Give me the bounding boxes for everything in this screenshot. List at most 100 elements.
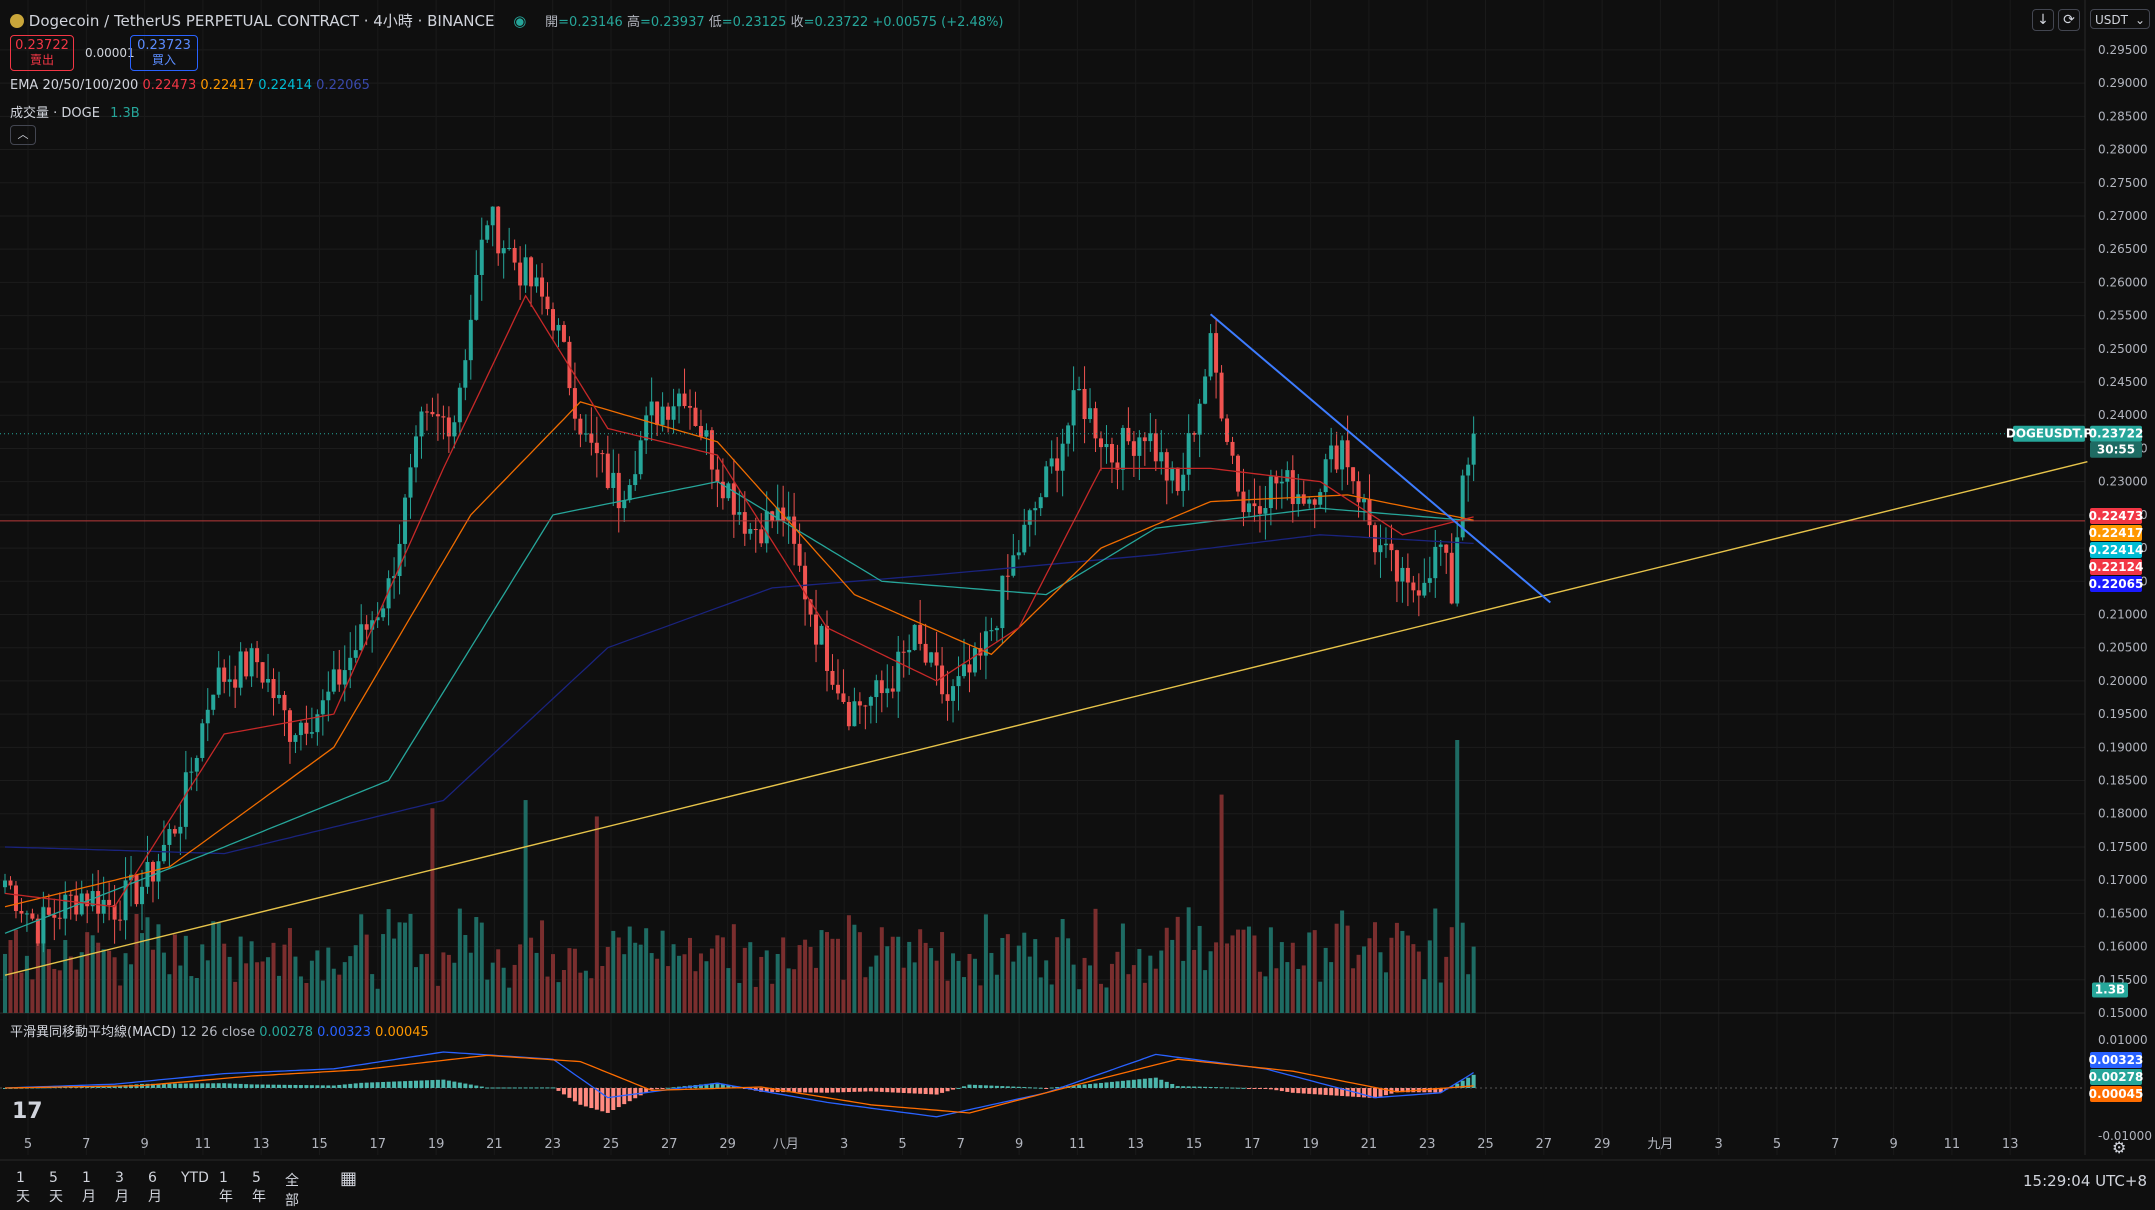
volume-bar	[266, 957, 271, 1013]
volume-bar	[638, 944, 643, 1013]
candle-body	[578, 418, 583, 435]
tag-text: 0.23722	[2089, 427, 2144, 441]
candle-body	[68, 894, 73, 896]
candle	[172, 825, 177, 837]
candle	[1060, 428, 1065, 497]
volume-bar	[172, 934, 177, 1013]
macd-histogram-bar	[852, 1088, 857, 1092]
settings-gear-icon[interactable]: ⚙	[2112, 1138, 2127, 1157]
macd-histogram-bar	[1016, 1086, 1021, 1088]
candle-body	[1022, 524, 1027, 553]
candle-body	[161, 844, 166, 862]
ascending-trendline	[4, 461, 2088, 976]
range-button-3[interactable]: 3月	[115, 1170, 129, 1205]
candle-body	[698, 425, 703, 437]
volume-bar	[474, 917, 479, 1013]
volume-bar	[1192, 949, 1197, 1013]
refresh-button[interactable]: ⟳	[2058, 9, 2080, 31]
candle	[940, 647, 945, 704]
macd-histogram-bar	[1362, 1088, 1367, 1098]
candle-body	[298, 722, 303, 736]
candle	[1340, 435, 1345, 491]
candle	[63, 881, 68, 936]
volume-bar	[1131, 965, 1136, 1013]
macd-histogram-bar	[156, 1083, 161, 1088]
macd-histogram-bar	[85, 1086, 90, 1088]
macd-tick-label: -0.01000	[2098, 1129, 2152, 1143]
tag-bg	[2090, 1052, 2142, 1068]
currency-select[interactable]: USDT ⌄	[2090, 9, 2150, 29]
candle	[1373, 522, 1377, 565]
candle	[441, 405, 446, 440]
macd-histogram-bar	[529, 1087, 534, 1089]
candle-body	[534, 277, 539, 287]
tradingview-logo-icon[interactable]: 17	[12, 1099, 43, 1124]
range-button-4[interactable]: 6月	[148, 1170, 162, 1205]
macd-histogram-bar	[600, 1088, 605, 1112]
volume-bar	[501, 967, 506, 1013]
volume-legend[interactable]: 成交量 · DOGE 1.3B	[10, 102, 140, 121]
candle	[600, 450, 605, 473]
candle-body	[1142, 437, 1147, 442]
download-button[interactable]: ↓	[2032, 9, 2054, 31]
volume-bar	[485, 979, 490, 1013]
ema-legend[interactable]: EMA 20/50/100/200 0.22473 0.22417 0.2241…	[10, 78, 370, 93]
candle	[1444, 544, 1449, 574]
volume-bar	[134, 913, 139, 1013]
candle	[1027, 508, 1032, 547]
volume-bar	[101, 949, 106, 1013]
candle-body	[1077, 388, 1082, 391]
macd-histogram-bar	[101, 1086, 106, 1088]
candle-body	[397, 543, 402, 577]
open-label: 開	[545, 15, 559, 30]
candle	[556, 318, 561, 347]
candle	[282, 691, 287, 737]
macd-histogram-bar	[244, 1084, 249, 1088]
macd-histogram-bar	[485, 1087, 490, 1089]
time-tick-label: 3	[1715, 1137, 1723, 1152]
range-button-2[interactable]: 1月	[82, 1170, 96, 1205]
tag-bg	[2092, 982, 2128, 998]
eye-icon[interactable]: ◉	[513, 12, 527, 30]
candle-body	[896, 651, 901, 692]
range-button-0[interactable]: 1天	[16, 1170, 30, 1205]
macd-histogram-bar	[1071, 1085, 1076, 1088]
candle-body	[172, 829, 177, 834]
range-button-6[interactable]: 1年	[219, 1170, 233, 1205]
candle	[1055, 437, 1060, 493]
macd-legend[interactable]: 平滑異同移動平均線(MACD) 12 26 close 0.00278 0.00…	[10, 1021, 429, 1040]
range-button-8[interactable]: 全部	[285, 1173, 299, 1209]
clock[interactable]: 15:29:04 UTC+8	[2023, 1172, 2147, 1190]
macd-histogram-bar	[1038, 1087, 1043, 1089]
range-button-5[interactable]: YTD	[181, 1170, 209, 1186]
symbol-title[interactable]: Dogecoin / TetherUS PERPETUAL CONTRACT ·…	[28, 12, 495, 30]
collapse-legend-button[interactable]: ︿	[10, 125, 36, 145]
candle	[1038, 493, 1043, 516]
range-button-7[interactable]: 5年	[252, 1170, 266, 1205]
macd-histogram-bar	[972, 1084, 977, 1088]
volume-bar	[359, 914, 364, 1013]
time-tick-label: 3	[840, 1137, 848, 1152]
ema200-line	[4, 534, 1474, 855]
candle-body	[260, 662, 265, 683]
candle-body	[616, 472, 621, 509]
calendar-icon[interactable]: ▦	[340, 1168, 358, 1189]
candle-body	[287, 710, 292, 742]
candle-body	[1394, 550, 1399, 582]
volume-bar	[1208, 951, 1213, 1013]
candle-body	[983, 631, 988, 656]
candle-body	[200, 723, 205, 758]
volume-bar	[167, 974, 172, 1013]
volume-bar	[74, 969, 79, 1013]
ema20-line	[4, 294, 1474, 908]
volume-bar	[320, 980, 325, 1013]
candle	[1455, 520, 1460, 607]
candle-body	[529, 257, 534, 287]
macd-histogram-bar	[496, 1087, 501, 1089]
macd-histogram-bar	[326, 1085, 331, 1088]
range-button-1[interactable]: 5天	[49, 1170, 63, 1205]
buy-button[interactable]: 0.23723 買入	[130, 35, 198, 71]
candle-body	[940, 665, 945, 695]
sell-button[interactable]: 0.23722 賣出	[10, 35, 74, 71]
